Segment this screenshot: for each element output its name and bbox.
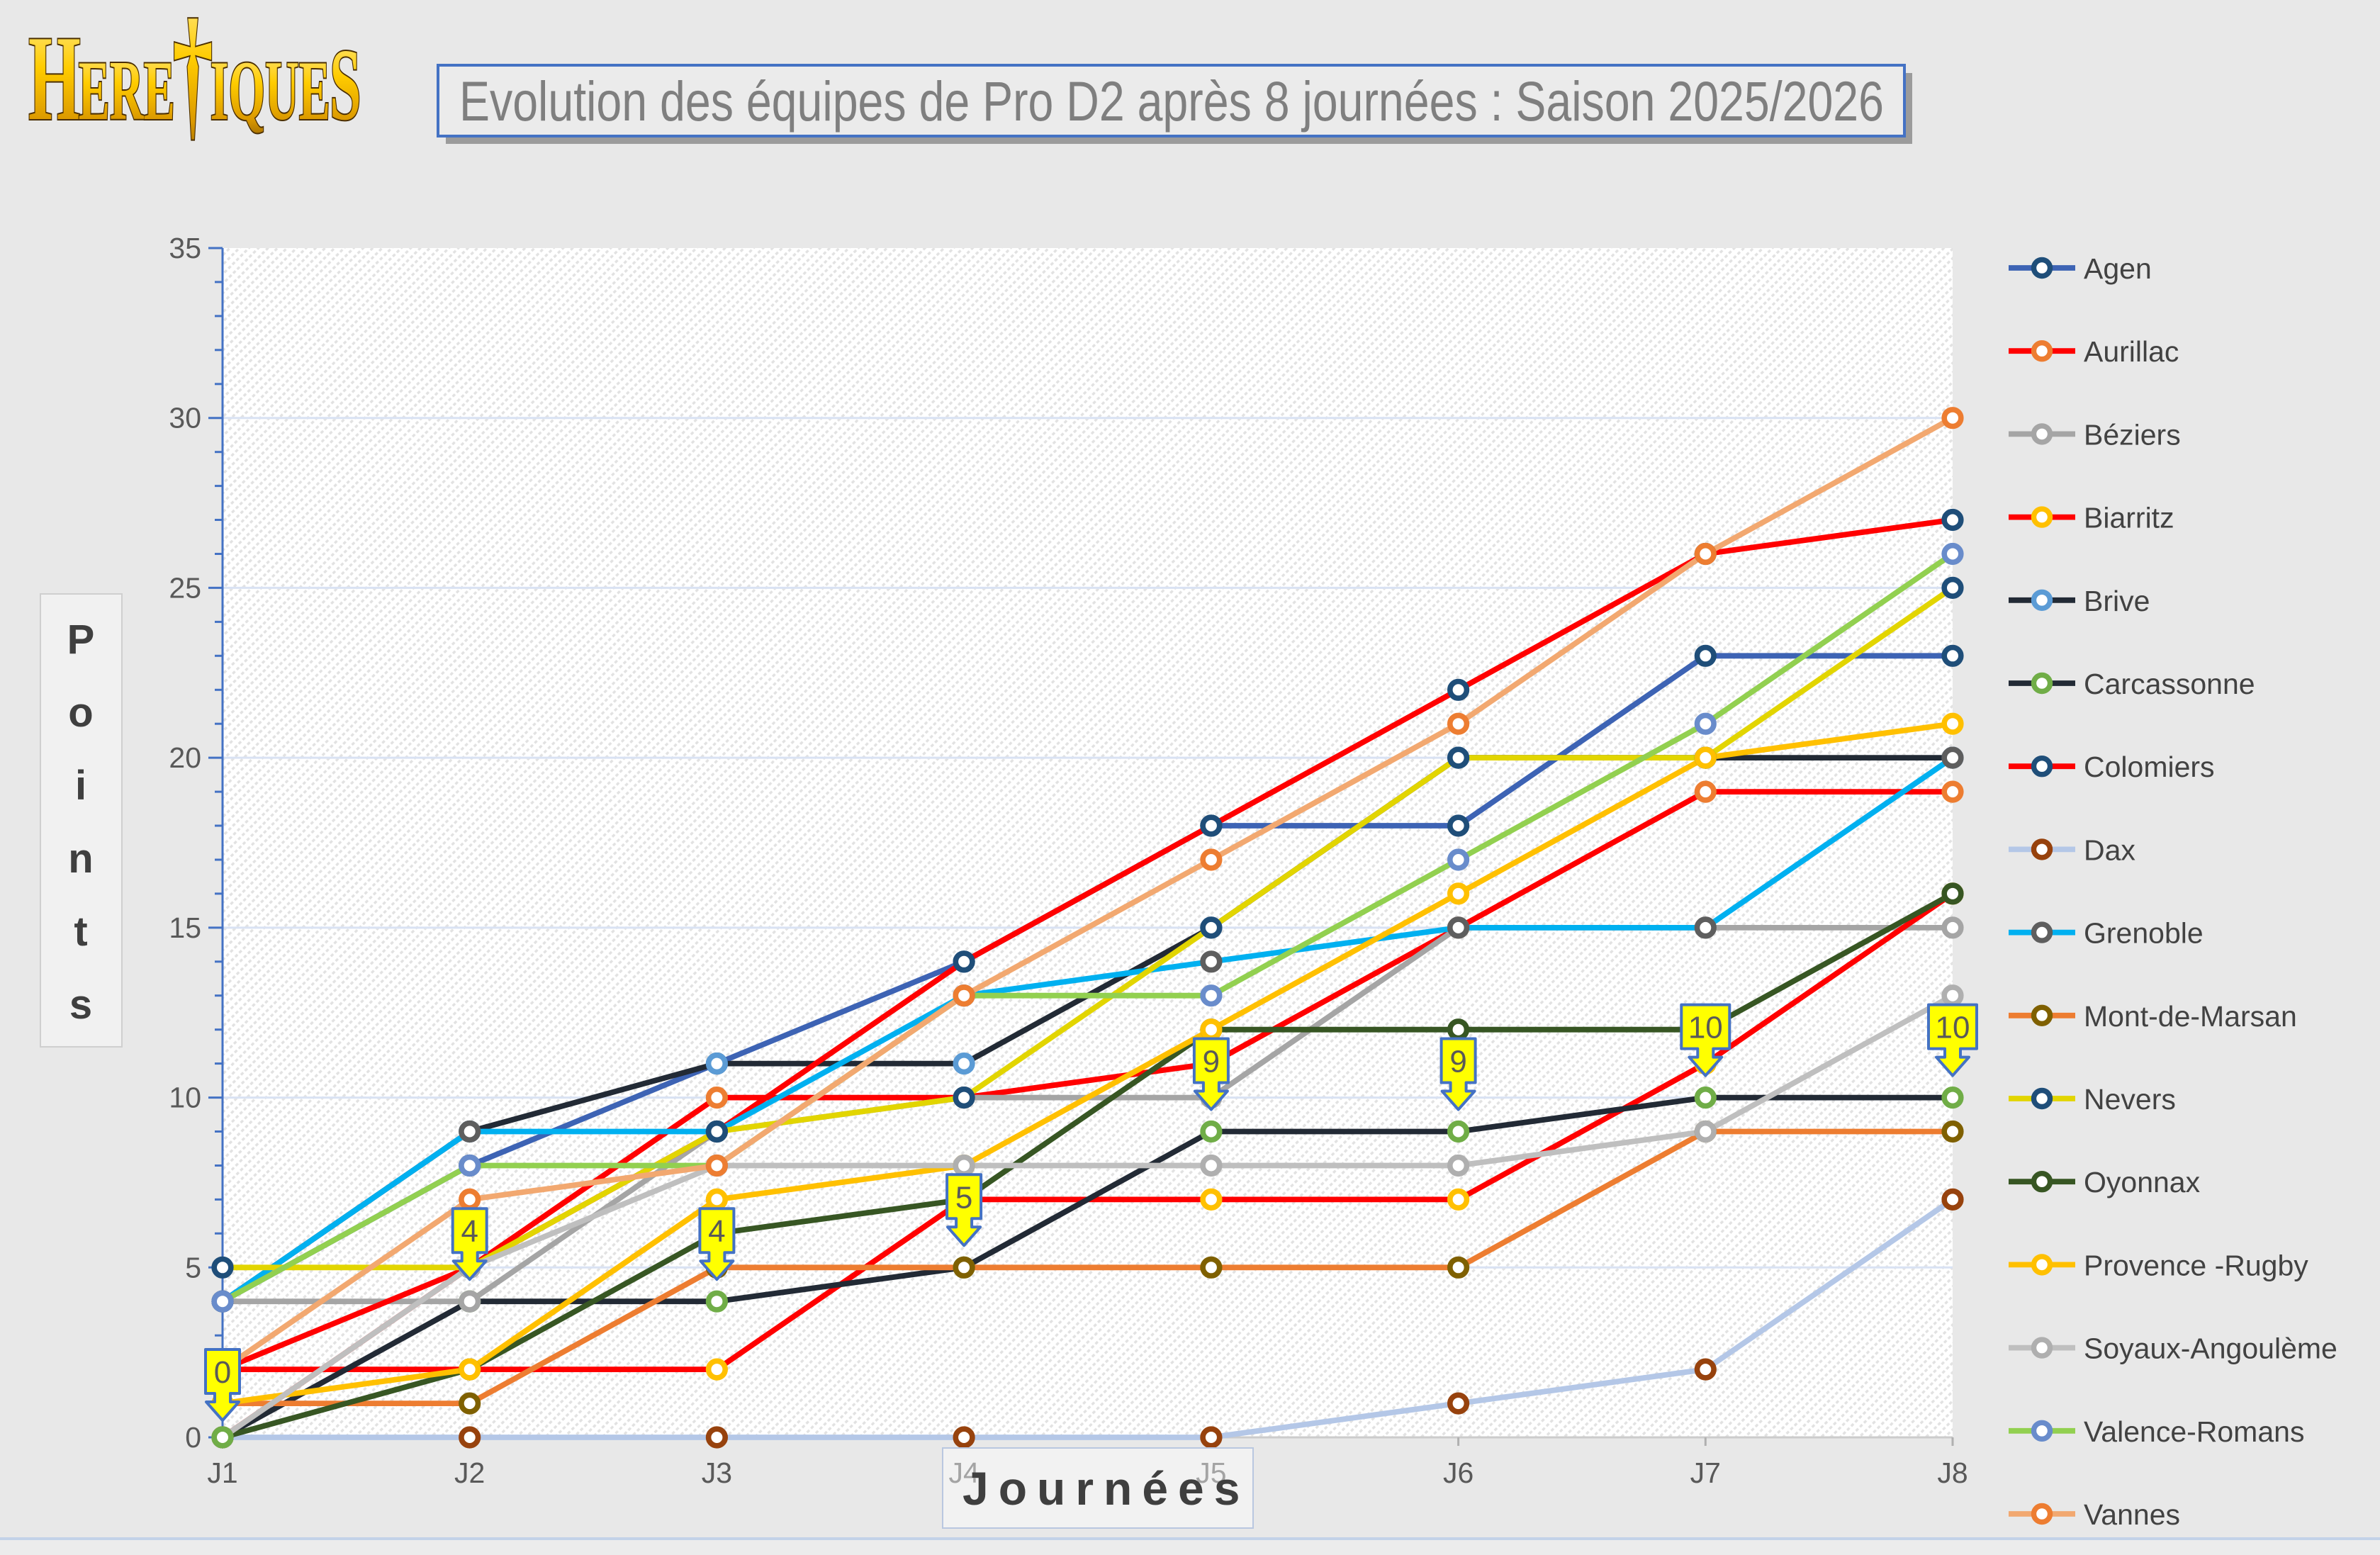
- svg-text:20: 20: [169, 741, 201, 774]
- svg-text:9: 9: [1449, 1045, 1466, 1079]
- svg-text:J1: J1: [207, 1456, 237, 1489]
- svg-text:4: 4: [708, 1214, 725, 1249]
- svg-text:Aurillac: Aurillac: [2084, 335, 2179, 368]
- svg-text:Vannes: Vannes: [2084, 1498, 2180, 1531]
- svg-text:Nevers: Nevers: [2084, 1083, 2176, 1116]
- svg-text:Journées: Journées: [962, 1462, 1250, 1515]
- svg-text:Carcassonne: Carcassonne: [2084, 668, 2255, 700]
- svg-text:10: 10: [1936, 1011, 1970, 1045]
- svg-text:Grenoble: Grenoble: [2084, 917, 2204, 950]
- svg-text:Mont-de-Marsan: Mont-de-Marsan: [2084, 1000, 2297, 1033]
- svg-text:†: †: [172, 0, 213, 155]
- svg-text:ERE: ERE: [79, 44, 175, 137]
- svg-text:35: 35: [169, 232, 201, 264]
- svg-text:10: 10: [169, 1082, 201, 1114]
- svg-text:i: i: [75, 763, 86, 809]
- svg-text:Valence-Romans: Valence-Romans: [2084, 1415, 2304, 1448]
- svg-text:J8: J8: [1937, 1456, 1968, 1489]
- svg-text:s: s: [69, 982, 92, 1028]
- svg-text:25: 25: [169, 571, 201, 604]
- svg-text:30: 30: [169, 402, 201, 434]
- svg-text:Colomiers: Colomiers: [2084, 751, 2215, 783]
- svg-text:J4: J4: [948, 1456, 979, 1489]
- svg-text:IQUE: IQUE: [211, 44, 330, 137]
- svg-text:J2: J2: [454, 1456, 485, 1489]
- svg-text:P: P: [67, 617, 95, 663]
- svg-text:10: 10: [1688, 1011, 1723, 1045]
- svg-text:4: 4: [461, 1214, 478, 1249]
- svg-text:S: S: [330, 28, 361, 142]
- svg-text:J3: J3: [702, 1456, 732, 1489]
- svg-text:5: 5: [955, 1180, 972, 1215]
- svg-text:Brive: Brive: [2084, 585, 2150, 617]
- svg-text:Béziers: Béziers: [2084, 418, 2181, 451]
- svg-text:J6: J6: [1443, 1456, 1474, 1489]
- svg-text:Soyaux-Angoulème: Soyaux-Angoulème: [2084, 1332, 2337, 1365]
- svg-text:Provence -Rugby: Provence -Rugby: [2084, 1249, 2308, 1281]
- svg-text:o: o: [68, 690, 93, 736]
- svg-text:0: 0: [214, 1355, 231, 1390]
- svg-text:0: 0: [185, 1421, 201, 1454]
- svg-text:5: 5: [185, 1251, 201, 1284]
- svg-text:Evolution des équipes de Pro D: Evolution des équipes de Pro D2 après 8 …: [459, 69, 1884, 133]
- svg-text:Dax: Dax: [2084, 833, 2135, 866]
- svg-text:n: n: [68, 836, 93, 882]
- svg-text:9: 9: [1203, 1045, 1220, 1079]
- svg-text:H: H: [28, 11, 81, 147]
- svg-text:Oyonnax: Oyonnax: [2084, 1166, 2201, 1198]
- svg-text:15: 15: [169, 911, 201, 944]
- svg-text:J7: J7: [1690, 1456, 1721, 1489]
- svg-text:J5: J5: [1196, 1456, 1226, 1489]
- svg-text:t: t: [74, 909, 87, 955]
- svg-text:Biarritz: Biarritz: [2084, 502, 2174, 534]
- svg-text:Agen: Agen: [2084, 252, 2152, 285]
